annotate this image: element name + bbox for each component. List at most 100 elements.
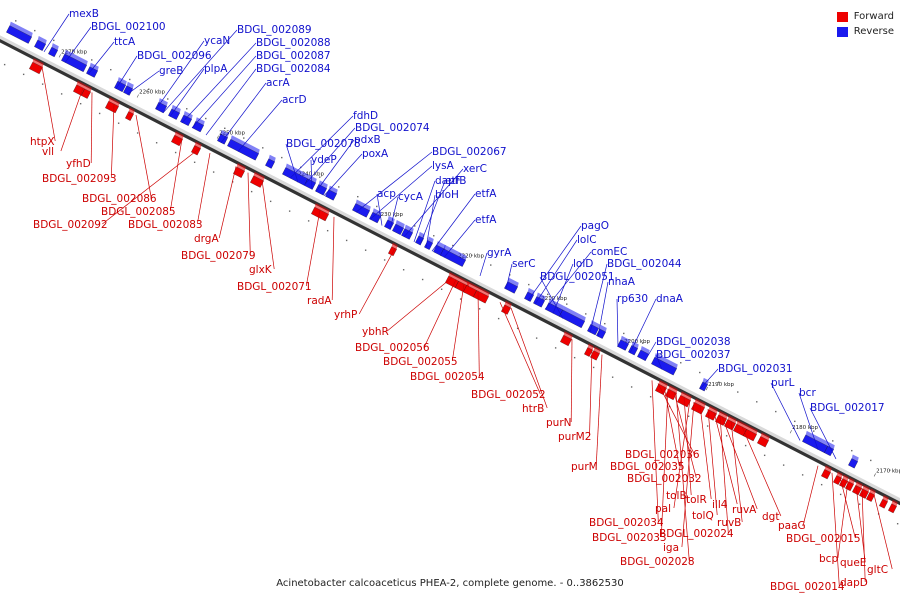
reverse-gene-label-leader <box>527 225 582 301</box>
forward-gene-label: BDGL_002024 <box>659 415 734 540</box>
reverse-gene-box-top <box>640 345 650 355</box>
forward-gene-label-leader <box>721 416 758 510</box>
reverse-gene-box <box>352 199 371 218</box>
reverse-gene-box-top <box>387 215 395 223</box>
reverse-gene-label-text: ydeP <box>311 154 337 166</box>
forward-gene-label-leader <box>730 420 743 523</box>
track-dot <box>490 264 492 266</box>
forward-gene-label-leader <box>673 399 691 509</box>
track-dot <box>193 161 196 163</box>
reverse-gene-label-text: poxA <box>362 148 389 160</box>
tick-label: 2200 kbp <box>624 339 650 345</box>
forward-gene-label-leader <box>570 339 573 423</box>
forward-gene-box-top <box>736 420 748 430</box>
forward-gene-box-top <box>458 277 470 287</box>
track-dot <box>763 454 766 457</box>
forward-gene-box <box>501 300 512 315</box>
legend: Forward Reverse <box>836 9 894 39</box>
reverse-gene-label: BDGL_002017 <box>809 402 885 460</box>
reverse-gene-box-face <box>265 158 275 169</box>
track-dot <box>630 386 633 388</box>
forward-gene-box-top <box>563 331 573 340</box>
forward-gene-label-leader <box>741 426 782 517</box>
reverse-gene-label-text: acrA <box>266 77 291 89</box>
forward-gene-label-text: BDGL_002015 <box>786 533 861 545</box>
genome-caption: Acinetobacter calcoaceticus PHEA-2, comp… <box>276 578 624 589</box>
track-dot <box>471 254 473 256</box>
forward-gene-label-leader <box>837 481 849 559</box>
forward-gene-label-leader <box>651 380 659 523</box>
reverse-gene-label-leader <box>419 180 446 246</box>
reverse-gene-label: rp630 <box>616 293 648 347</box>
forward-gene-label: tolQ <box>692 409 718 522</box>
reverse-gene-label: lysA <box>369 160 455 220</box>
reverse-gene-box-top <box>117 77 127 86</box>
tick-label: 2250 kbp <box>219 131 245 137</box>
forward-gene-label-text: BDGL_002092 <box>33 219 108 231</box>
reverse-gene-box-top <box>183 111 193 120</box>
forward-gene-label-leader <box>595 354 603 467</box>
reverse-gene-box-face <box>440 248 466 267</box>
track-dot <box>281 156 283 159</box>
tick-label: 2210 kbp <box>541 296 567 302</box>
forward-gene-box-top <box>824 465 832 473</box>
reverse-gene-label-leader <box>181 42 257 123</box>
reverse-gene-box <box>524 287 535 302</box>
forward-gene-label: gltC <box>867 494 893 576</box>
forward-gene-label-text: yfhD <box>66 158 91 170</box>
forward-gene-label-leader <box>102 147 201 225</box>
forward-gene-label-text: purM <box>571 461 598 473</box>
track-dot <box>174 151 177 154</box>
reverse-gene-label-text: dnaA <box>656 293 684 305</box>
reverse-gene-box-top <box>318 180 328 189</box>
forward-gene-box <box>866 488 876 502</box>
forward-gene-box-face <box>888 503 897 514</box>
track-dot <box>72 49 74 51</box>
forward-gene-box-top <box>128 107 135 115</box>
reverse-gene-label-text: gyrA <box>487 247 512 259</box>
track-dot <box>858 503 861 505</box>
tick-label: 2260 kbp <box>139 90 165 96</box>
reverse-gene-label-text: xerC <box>463 163 487 175</box>
reverse-gene-label-leader <box>64 26 92 63</box>
forward-gene-label: htrB <box>510 307 548 415</box>
track-dot <box>554 347 557 349</box>
forward-gene-box-top <box>84 84 92 92</box>
forward-gene-box-face <box>233 166 245 178</box>
reverse-gene-label-text: serC <box>512 258 536 270</box>
reverse-gene-box-face <box>114 80 126 93</box>
forward-gene-box-top <box>236 162 246 172</box>
reverse-gene-box <box>848 454 859 469</box>
forward-gene-label: BDGL_002034 <box>589 380 664 529</box>
reverse-gene-label: BDGL_002031 <box>699 363 793 390</box>
forward-gene-box-top <box>727 415 737 424</box>
reverse-gene-box-face <box>533 296 545 308</box>
genome-backbone-shadow <box>0 35 900 506</box>
reverse-gene-box-face <box>699 381 708 392</box>
forward-gene-box-top <box>842 474 849 482</box>
reverse-gene-box <box>617 335 630 351</box>
forward-gene-box-face <box>560 334 572 347</box>
forward-gene-label-leader <box>41 66 56 142</box>
forward-gene-label-text: dgt <box>762 511 779 523</box>
track-dot <box>706 425 709 427</box>
reverse-gene-box-face <box>504 281 518 294</box>
reverse-gene-label: BDGL_002051 <box>539 271 615 319</box>
forward-gene-label: paaG <box>778 465 819 532</box>
forward-gene-box-top <box>668 385 678 394</box>
reverse-gene-box <box>559 305 586 329</box>
reverse-gene-box-top <box>548 298 564 310</box>
reverse-gene-box-face <box>325 189 337 201</box>
forward-gene-box <box>821 465 832 480</box>
forward-gene-label: BDGL_002028 <box>620 392 695 568</box>
reverse-gene-label: bioH <box>425 189 459 249</box>
reverse-gene-box-top <box>307 174 317 183</box>
forward-gene-box <box>233 162 246 178</box>
reverse-gene-label: ydeP <box>310 154 337 190</box>
forward-gene-label-text: BDGL_002014 <box>770 581 845 593</box>
forward-gene-box-face <box>105 101 119 114</box>
reverse-gene-label-text: BDGL_002017 <box>810 402 885 414</box>
track-dot <box>91 59 93 61</box>
forward-gene-box-top <box>718 410 728 419</box>
